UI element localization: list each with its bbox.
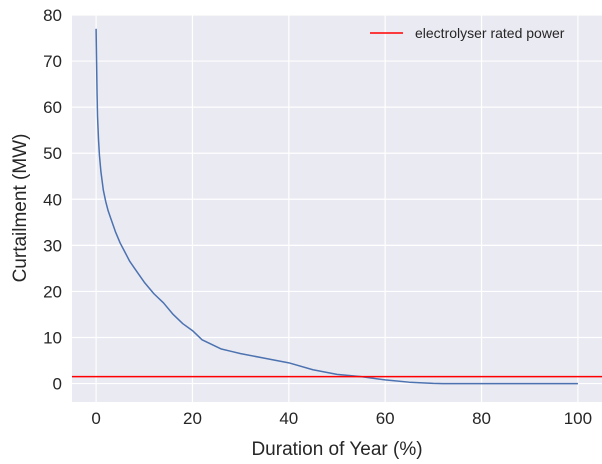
curtailment-line (95, 28, 578, 385)
tick-layer: 0 20 40 60 80 100 0 10 20 30 40 50 60 70 80 (43, 6, 592, 428)
x-axis-label: Duration of Year (%) (251, 439, 422, 460)
grid-layer (72, 14, 602, 402)
y-tick-label: 80 (43, 6, 62, 25)
y-tick-label: 10 (43, 329, 62, 348)
y-tick-label: 30 (43, 236, 62, 255)
x-tick-label: 40 (279, 409, 298, 428)
plot-background (72, 15, 602, 402)
y-tick-label: 70 (43, 52, 62, 71)
x-tick-label: 20 (183, 409, 202, 428)
series-layer (72, 28, 602, 385)
x-tick-label: 0 (91, 409, 100, 428)
y-tick-label: 50 (43, 144, 62, 163)
y-tick-label: 60 (43, 98, 62, 117)
y-axis-label: Curtailment (MW) (10, 134, 31, 283)
legend: electrolyser rated power (370, 25, 565, 41)
y-tick-label: 0 (53, 375, 62, 394)
legend-label: electrolyser rated power (415, 25, 565, 41)
y-tick-label: 20 (43, 282, 62, 301)
x-tick-label: 60 (376, 409, 395, 428)
x-tick-label: 80 (472, 409, 491, 428)
y-tick-label: 40 (43, 190, 62, 209)
x-tick-label: 100 (564, 409, 592, 428)
